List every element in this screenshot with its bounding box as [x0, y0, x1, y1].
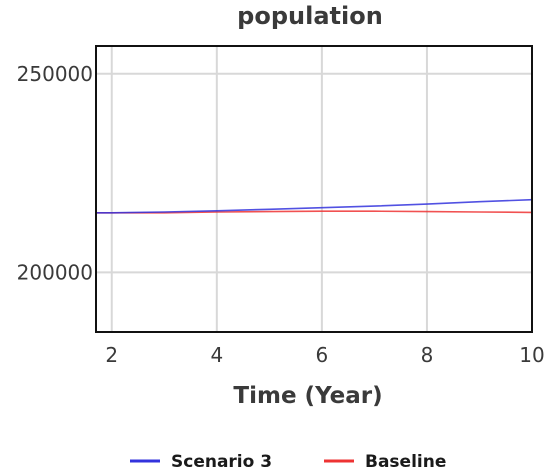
x-tick-label: 4 [210, 343, 223, 367]
x-tick-label: 10 [519, 343, 544, 367]
legend: Scenario 3 Baseline [130, 452, 446, 472]
x-tick-label: 8 [421, 343, 434, 367]
legend-item: Scenario 3 [130, 452, 272, 472]
y-tick-label: 250000 [17, 62, 93, 86]
y-tick-label: 200000 [17, 260, 93, 284]
x-axis-label: Time (Year) [233, 383, 382, 409]
series-line [96, 198, 533, 214]
series-lines [96, 198, 533, 214]
grid [96, 46, 533, 332]
legend-item: Baseline [324, 452, 446, 472]
x-tick-label: 6 [316, 343, 329, 367]
x-tick-label: 2 [105, 343, 118, 367]
legend-label: Baseline [365, 452, 446, 472]
chart-title: population [237, 2, 383, 30]
legend-label: Scenario 3 [171, 452, 272, 472]
tick-labels: 2 4 6 8 10 200000 250000 [17, 62, 545, 367]
plot-frame [95, 45, 533, 333]
